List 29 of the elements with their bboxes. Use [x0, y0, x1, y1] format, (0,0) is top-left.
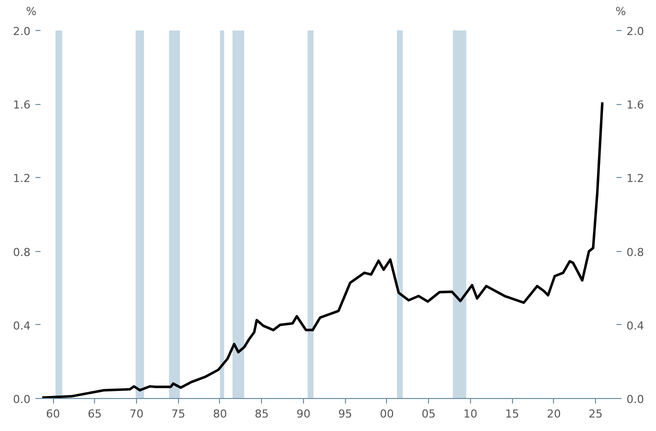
x-tick-label: 00: [380, 408, 394, 420]
x-tick-label: 75: [171, 408, 186, 420]
y2-axis-title: %: [616, 4, 626, 20]
y2-tick-label: 2.0: [626, 25, 644, 38]
x-tick-label: 90: [296, 408, 310, 420]
x-tick-label: 80: [212, 408, 227, 420]
x-tick-label: 95: [338, 408, 352, 420]
x-tick-label: 05: [422, 408, 436, 420]
y-tick-label: 1.6: [13, 98, 31, 112]
y-tick-label: 0.8: [13, 246, 31, 259]
x-tick-label: 85: [254, 408, 269, 420]
y2-tick-label: 0.0: [626, 393, 644, 406]
y2-tick-label: 0.4: [626, 319, 644, 332]
x-tick-label: 15: [505, 408, 520, 420]
x-tick-label: 25: [588, 408, 603, 420]
line-series: [40, 101, 604, 398]
x-tick-label: 20: [546, 408, 561, 420]
y2-tick-label: 0.8: [626, 246, 644, 259]
y-tick-label: 1.2: [13, 172, 31, 186]
x-tick-label: 60: [46, 408, 60, 420]
y2-tick-label: 1.2: [626, 172, 644, 186]
y2-tick-label: 1.6: [626, 98, 644, 112]
x-tick-label: 10: [463, 408, 478, 420]
x-tick-label: 70: [130, 408, 144, 420]
y-tick-label: 0.0: [13, 393, 31, 406]
y-tick-label: 0.4: [13, 319, 31, 332]
x-tick-label: 65: [88, 408, 102, 420]
y-axis-title: %: [26, 4, 36, 20]
y-tick-label: 2.0: [13, 25, 31, 38]
